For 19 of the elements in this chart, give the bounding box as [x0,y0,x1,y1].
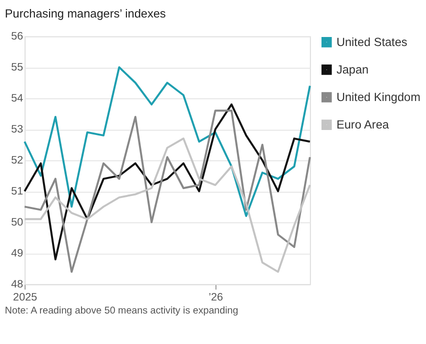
line-series [24,66,311,217]
y-tick-label: 56 [11,30,24,43]
legend-label: United Kingdom [336,90,421,104]
y-tick-label: 49 [11,248,24,260]
y-tick-label: 54 [11,92,24,105]
legend-label: Euro Area [336,118,390,132]
y-tick-label: 55 [11,62,24,74]
text: Note: A reading above 50 means activity is expanding [4,306,238,317]
legend-label: Japan [336,62,369,77]
y-tick-label: 53 [11,124,24,136]
x-tick-label: 2025 [13,291,38,304]
line-series [24,138,311,273]
y-tick-label: 48 [11,278,24,291]
legend-label: United States [336,35,408,50]
x-tick-label: ’26 [208,291,224,304]
chart-title: Purchasing managers’ indexes [4,6,166,21]
y-tick-label: 50 [11,216,24,229]
y-tick-label: 52 [11,154,24,167]
y-tick-label: 51 [11,186,24,198]
